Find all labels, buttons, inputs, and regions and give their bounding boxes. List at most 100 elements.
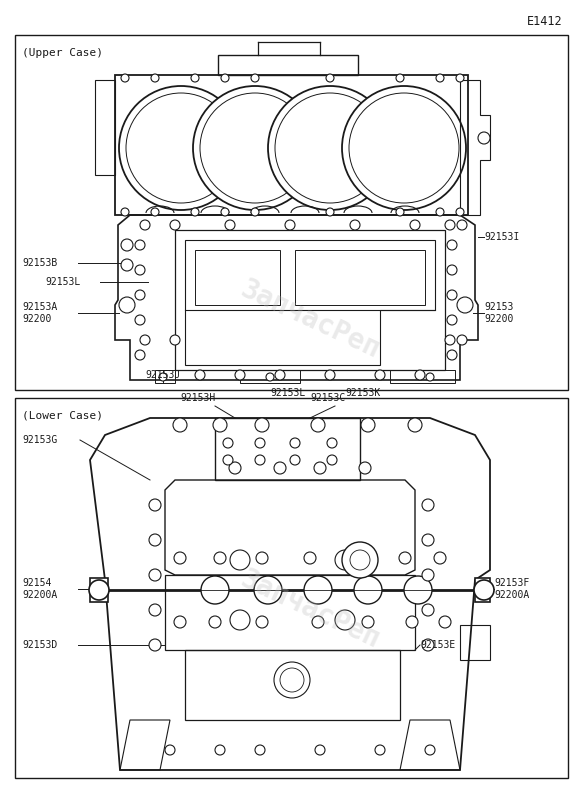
Circle shape — [399, 552, 411, 564]
Circle shape — [151, 208, 159, 216]
Circle shape — [221, 208, 229, 216]
Circle shape — [327, 455, 337, 465]
Circle shape — [314, 462, 326, 474]
Circle shape — [121, 74, 129, 82]
Text: E1412: E1412 — [526, 15, 562, 28]
Circle shape — [191, 74, 199, 82]
Circle shape — [235, 370, 245, 380]
Circle shape — [170, 335, 180, 345]
Circle shape — [474, 580, 494, 600]
Circle shape — [304, 576, 332, 604]
Circle shape — [315, 745, 325, 755]
Circle shape — [342, 542, 378, 578]
Circle shape — [422, 639, 434, 651]
Text: 92153K: 92153K — [345, 388, 380, 398]
Circle shape — [230, 610, 250, 630]
Circle shape — [229, 462, 241, 474]
Circle shape — [274, 662, 310, 698]
Circle shape — [447, 240, 457, 250]
Circle shape — [140, 335, 150, 345]
Circle shape — [335, 550, 355, 570]
Circle shape — [215, 745, 225, 755]
Text: (Lower Case): (Lower Case) — [22, 410, 103, 420]
Text: 92153D: 92153D — [22, 640, 57, 650]
Circle shape — [375, 745, 385, 755]
Circle shape — [195, 370, 205, 380]
Text: 92200: 92200 — [22, 314, 51, 324]
Circle shape — [457, 335, 467, 345]
Circle shape — [456, 208, 464, 216]
Text: 92153L: 92153L — [45, 277, 80, 287]
Circle shape — [119, 86, 243, 210]
Circle shape — [149, 639, 161, 651]
Circle shape — [121, 208, 129, 216]
Circle shape — [230, 550, 250, 570]
Circle shape — [404, 576, 432, 604]
Circle shape — [354, 576, 382, 604]
Polygon shape — [475, 578, 490, 602]
Text: 92153F: 92153F — [494, 578, 529, 588]
Polygon shape — [90, 578, 108, 602]
Text: 92153: 92153 — [484, 302, 514, 312]
Circle shape — [275, 370, 285, 380]
Circle shape — [350, 220, 360, 230]
Text: 92153C: 92153C — [310, 393, 345, 403]
Circle shape — [422, 534, 434, 546]
Circle shape — [359, 462, 371, 474]
Circle shape — [213, 418, 227, 432]
Circle shape — [445, 335, 455, 345]
Circle shape — [304, 552, 316, 564]
Circle shape — [361, 418, 375, 432]
Circle shape — [223, 455, 233, 465]
Bar — [15, 398, 568, 778]
Circle shape — [396, 208, 404, 216]
Circle shape — [159, 373, 167, 381]
Text: 92153L: 92153L — [270, 388, 305, 398]
Circle shape — [425, 745, 435, 755]
Circle shape — [135, 290, 145, 300]
Circle shape — [221, 74, 229, 82]
Circle shape — [285, 220, 295, 230]
Circle shape — [151, 74, 159, 82]
Circle shape — [335, 610, 355, 630]
Circle shape — [447, 350, 457, 360]
Text: 92200A: 92200A — [494, 590, 529, 600]
Circle shape — [191, 208, 199, 216]
Text: 92154: 92154 — [22, 578, 51, 588]
Circle shape — [209, 616, 221, 628]
Text: ЗапчасРеп: ЗапчасРеп — [236, 275, 384, 365]
Circle shape — [436, 208, 444, 216]
Circle shape — [325, 370, 335, 380]
Circle shape — [326, 208, 334, 216]
Circle shape — [119, 297, 135, 313]
Circle shape — [121, 259, 133, 271]
Circle shape — [457, 220, 467, 230]
Circle shape — [354, 552, 366, 564]
Text: 92153I: 92153I — [484, 232, 519, 242]
Circle shape — [266, 373, 274, 381]
Circle shape — [193, 86, 317, 210]
Circle shape — [422, 499, 434, 511]
Bar — [15, 35, 568, 390]
Circle shape — [410, 220, 420, 230]
Text: 92153E: 92153E — [420, 640, 455, 650]
Circle shape — [439, 616, 451, 628]
Circle shape — [478, 132, 490, 144]
Circle shape — [447, 315, 457, 325]
Circle shape — [434, 552, 446, 564]
Circle shape — [342, 86, 466, 210]
Circle shape — [165, 745, 175, 755]
Circle shape — [426, 373, 434, 381]
Circle shape — [174, 616, 186, 628]
Circle shape — [223, 438, 233, 448]
Circle shape — [436, 74, 444, 82]
Text: 92153B: 92153B — [22, 258, 57, 268]
Circle shape — [256, 552, 268, 564]
Circle shape — [326, 74, 334, 82]
Text: 92153A: 92153A — [22, 302, 57, 312]
Circle shape — [255, 455, 265, 465]
Circle shape — [408, 418, 422, 432]
Circle shape — [140, 220, 150, 230]
Circle shape — [268, 86, 392, 210]
Text: 92153J: 92153J — [145, 370, 180, 380]
